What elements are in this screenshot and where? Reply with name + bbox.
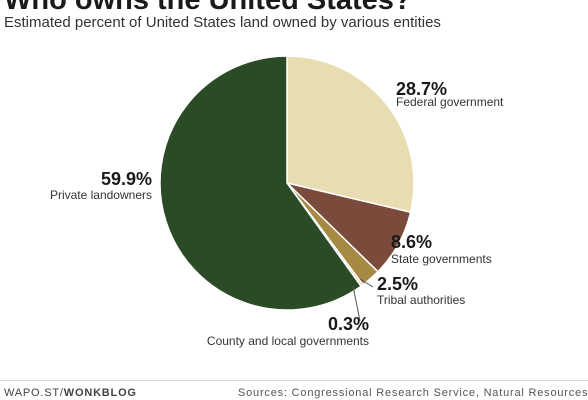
- footer-sources: Sources: Congressional Research Service,…: [238, 387, 588, 399]
- slice-label-county-and-local-governments: County and local governments: [207, 334, 369, 348]
- slice-label-state-governments: State governments: [391, 252, 492, 266]
- pie-leader-lines: [352, 278, 374, 322]
- slice-label-private-landowners: Private landowners: [50, 188, 152, 202]
- footer-credit-prefix: WAPO.ST/: [4, 387, 64, 399]
- chart-subtitle: Estimated percent of United States land …: [4, 14, 441, 31]
- slice-value-federal-government: 28.7%: [396, 79, 447, 99]
- pie-slice-federal-government: [286, 55, 415, 214]
- slice-value-tribal-authorities: 2.5%: [377, 274, 418, 294]
- slice-value-state-governments: 8.6%: [391, 232, 432, 252]
- slice-value-private-landowners: 59.9%: [101, 169, 152, 189]
- pie-labels: 28.7%Federal government 8.6%State governm…: [50, 79, 504, 348]
- footer-credit-brand: WONKBLOG: [63, 387, 137, 399]
- footer-divider: [0, 380, 588, 381]
- slice-label-tribal-authorities: Tribal authorities: [377, 293, 465, 307]
- pie-chart: 28.7%Federal government 8.6%State governm…: [50, 55, 504, 348]
- slice-value-county-and-local-governments: 0.3%: [328, 314, 369, 334]
- leader-line-county-and-local-governments: [352, 285, 361, 322]
- slice-label-federal-government: Federal government: [396, 95, 504, 109]
- pie-slice-private-landowners: [159, 55, 363, 311]
- chart-title: Who owns the United States?: [4, 0, 412, 16]
- leader-line-tribal-authorities: [359, 278, 374, 288]
- pie-slices: [159, 55, 415, 311]
- footer-credit: WAPO.ST/WONKBLOG: [4, 387, 137, 399]
